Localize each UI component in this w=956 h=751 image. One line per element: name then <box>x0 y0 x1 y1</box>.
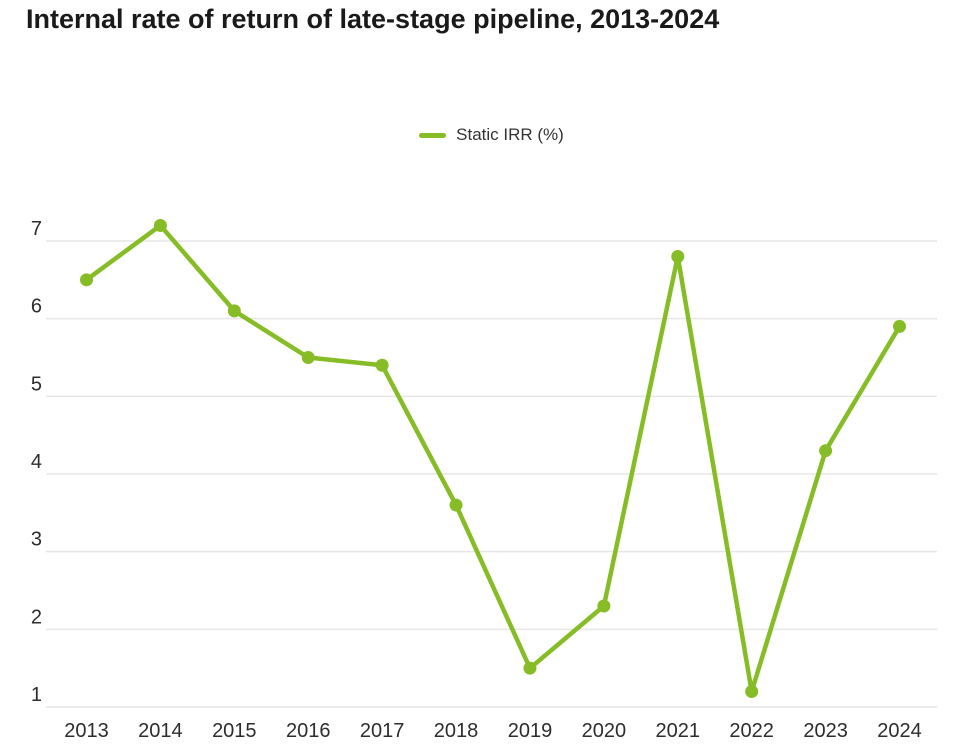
x-axis-tick-label: 2021 <box>656 720 701 742</box>
x-axis-tick-label: 2013 <box>64 720 109 742</box>
y-axis-tick-label: 6 <box>31 296 42 318</box>
x-axis-tick-label: 2022 <box>729 720 774 742</box>
y-axis-tick-label: 3 <box>31 529 42 551</box>
legend: Static IRR (%) <box>46 122 937 148</box>
data-point-marker <box>523 661 537 675</box>
y-axis-tick-label: 1 <box>31 684 42 706</box>
x-axis-tick-label: 2016 <box>286 720 331 742</box>
x-axis-tick-label: 2023 <box>803 720 848 742</box>
data-point-marker <box>745 684 759 698</box>
x-axis-tick-label: 2017 <box>360 720 405 742</box>
y-axis-tick-label: 7 <box>31 218 42 240</box>
legend-item-static-irr[interactable]: Static IRR (%) <box>419 125 564 145</box>
data-point-marker <box>227 304 241 318</box>
y-axis-tick-label: 4 <box>31 451 42 473</box>
y-axis-tick-label: 5 <box>31 373 42 395</box>
legend-line-swatch <box>419 132 447 138</box>
x-axis-tick-label: 2014 <box>138 720 183 742</box>
data-point-marker <box>597 599 611 613</box>
x-axis-tick-label: 2018 <box>434 720 479 742</box>
x-axis-tick-label: 2024 <box>877 720 922 742</box>
series-line <box>84 223 902 694</box>
data-point-marker <box>80 273 93 287</box>
x-axis-tick-label: 2015 <box>212 720 257 742</box>
x-axis-tick-label: 2020 <box>582 720 627 742</box>
chart-title: Internal rate of return of late-stage pi… <box>26 4 720 34</box>
legend-item-label: Static IRR (%) <box>456 125 564 144</box>
data-point-marker <box>819 444 833 458</box>
y-axis-tick-label: 2 <box>31 606 42 628</box>
x-axis-tick-label: 2019 <box>508 720 553 742</box>
data-point-marker <box>375 358 389 372</box>
data-point-marker <box>301 351 315 364</box>
data-point-marker <box>671 250 685 264</box>
data-point-marker <box>893 319 906 333</box>
data-point-marker <box>153 218 167 232</box>
data-point-marker <box>449 498 463 512</box>
